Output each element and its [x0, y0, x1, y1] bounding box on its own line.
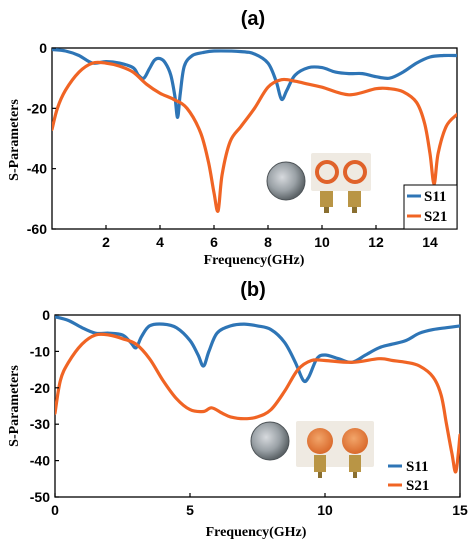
x-tick-label: 0 [51, 502, 59, 518]
legend-b: S11 S21 [388, 459, 429, 494]
panel-label-b: (b) [240, 279, 266, 301]
antenna-photo-inset-a [266, 153, 371, 213]
y-tick-label: -10 [30, 343, 50, 359]
y-tick-label: -40 [30, 453, 50, 469]
x-tick-label: 12 [368, 234, 384, 250]
plot-frame-a [51, 47, 458, 230]
y-tick-label: -20 [30, 380, 50, 396]
y-tick-label: -40 [27, 161, 47, 177]
series-line-s11-a [52, 48, 457, 120]
y-tick-label: -30 [30, 416, 50, 432]
legend-label-s21-b: S21 [406, 478, 429, 494]
series-line-s21-b [55, 332, 460, 474]
series-line-s11-b [55, 315, 460, 384]
x-tick-label: 4 [156, 234, 164, 250]
x-tick-label: 10 [314, 234, 330, 250]
y-tick-label: -50 [30, 489, 50, 505]
x-tick-label: 10 [317, 502, 333, 518]
y-axis-title-b: S-Parameters [7, 365, 22, 447]
legend-label-s11-a: S11 [424, 189, 447, 205]
antenna-photo-inset-b [250, 421, 374, 478]
x-tick-label: 6 [210, 234, 218, 250]
y-tick-label: 0 [42, 307, 50, 323]
y-tick-label: -20 [27, 100, 47, 116]
x-tick-label: 8 [264, 234, 272, 250]
y-axis-title-a: S-Parameters [7, 99, 22, 181]
x-tick-label: 15 [452, 502, 468, 518]
chart-panel-a: (a) 2 4 6 8 10 12 14 0 -20 -40 -60 S11 S21 Frequen… [7, 8, 458, 268]
chart-panel-b: (b) 0 5 10 15 0 -10 -20 -30 -40 -50 S11 S21 Frequ… [7, 279, 468, 540]
y-tick-label: -60 [27, 221, 47, 237]
legend-label-s21-a: S21 [424, 209, 447, 225]
x-tick-label: 2 [102, 234, 110, 250]
series-line-s21-a [52, 60, 457, 213]
x-tick-label: 5 [186, 502, 194, 518]
legend-label-s11-b: S11 [406, 459, 429, 475]
y-tick-label: 0 [39, 40, 47, 56]
x-axis-title-b: Frequency(GHz) [206, 525, 307, 540]
panel-label-a: (a) [241, 8, 265, 30]
x-axis-title-a: Frequency(GHz) [204, 253, 305, 268]
x-tick-label: 14 [422, 234, 438, 250]
legend-a: S11 S21 [403, 184, 458, 230]
